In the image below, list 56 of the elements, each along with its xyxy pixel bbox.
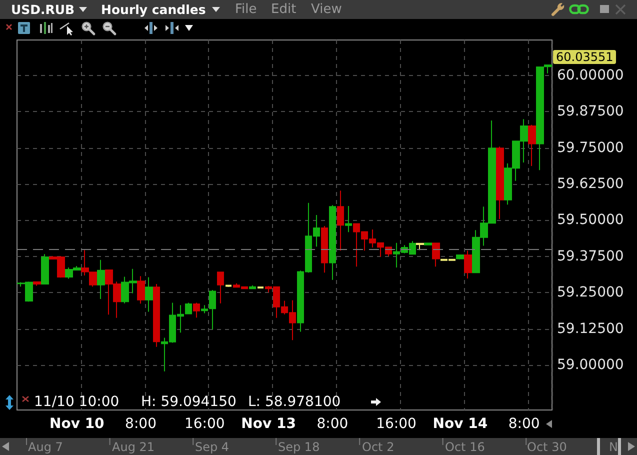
- x-tick-label: Nov 14: [432, 416, 488, 432]
- y-tick-label: 59.00000: [557, 357, 624, 374]
- x-tick-label: Nov 10: [49, 416, 105, 432]
- text: Oct 30: [527, 440, 567, 454]
- candlestick: [432, 242, 440, 268]
- text: File: [235, 2, 257, 17]
- text: View: [311, 2, 342, 17]
- x-tick-label: 8:00: [316, 416, 348, 432]
- text: N: [609, 440, 618, 454]
- candlestick: [41, 254, 49, 284]
- y-tick-label: 59.87500: [557, 104, 624, 120]
- candlestick: [33, 281, 41, 286]
- chart-subtitle: Hourly candles: [101, 2, 206, 17]
- text: Sep 4: [195, 440, 230, 454]
- candlestick: [337, 190, 344, 252]
- x-tick-label: Nov 13: [241, 416, 296, 432]
- candlestick: [321, 226, 328, 274]
- text: Aug 21: [112, 440, 155, 454]
- annotation: H: 59.094150: [141, 394, 236, 410]
- text: Sep 18: [278, 440, 320, 454]
- y-tick-label: 59.12500: [557, 320, 624, 337]
- candlestick: [416, 242, 424, 251]
- annotation: 11/10 10:00: [34, 394, 120, 410]
- candlestick: [193, 302, 200, 318]
- x-tick-label: 16:00: [184, 416, 225, 432]
- text: 60.03551: [553, 50, 616, 64]
- x-tick-label: 8:00: [508, 416, 540, 432]
- text: Oct 16: [445, 440, 485, 454]
- candlestick: [217, 272, 224, 304]
- y-tick-label: 60.00000: [557, 67, 624, 84]
- candlestick: [456, 254, 464, 260]
- candlestick: [97, 259, 105, 300]
- chart-title: USD.RUB: [11, 2, 75, 17]
- candlestick: [145, 276, 153, 312]
- candlestick: [528, 124, 536, 167]
- x-tick-label: 16:00: [376, 416, 416, 432]
- y-tick-label: 59.50000: [557, 212, 624, 228]
- candlestick: [329, 204, 336, 280]
- y-tick-label: 59.75000: [557, 140, 624, 156]
- candlestick: [137, 276, 145, 304]
- text: Oct 2: [362, 440, 394, 454]
- y-tick-label: 59.25000: [557, 284, 624, 301]
- text: Edit: [271, 2, 296, 17]
- text: Aug 7: [28, 440, 63, 454]
- candlestick: [256, 286, 264, 290]
- x-tick-label: 8:00: [125, 416, 156, 432]
- annotation: L: 58.978100: [248, 394, 341, 410]
- candlestick: [464, 250, 472, 279]
- candlestick: [224, 284, 232, 288]
- candlestick: [496, 146, 504, 220]
- candlestick: [345, 206, 352, 233]
- candlestick: [424, 242, 432, 246]
- candlestick: [249, 284, 256, 290]
- y-tick-label: 59.62500: [557, 176, 624, 192]
- candlestick: [153, 283, 160, 348]
- y-tick-label: 59.37500: [557, 248, 624, 264]
